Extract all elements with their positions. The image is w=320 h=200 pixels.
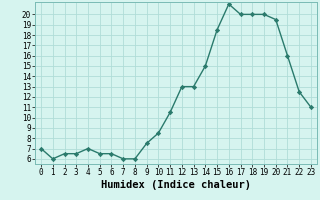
- X-axis label: Humidex (Indice chaleur): Humidex (Indice chaleur): [101, 180, 251, 190]
